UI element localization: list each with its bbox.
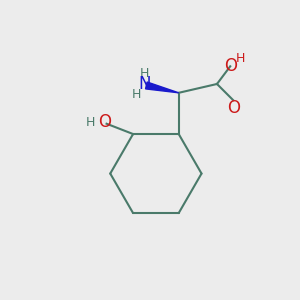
Text: H: H xyxy=(86,116,95,129)
Text: H: H xyxy=(236,52,245,65)
Text: O: O xyxy=(227,98,240,116)
Text: H: H xyxy=(140,67,149,80)
Text: O: O xyxy=(99,113,112,131)
Polygon shape xyxy=(146,82,179,93)
Text: N: N xyxy=(139,75,151,93)
Text: O: O xyxy=(224,57,237,75)
Text: H: H xyxy=(132,88,141,101)
